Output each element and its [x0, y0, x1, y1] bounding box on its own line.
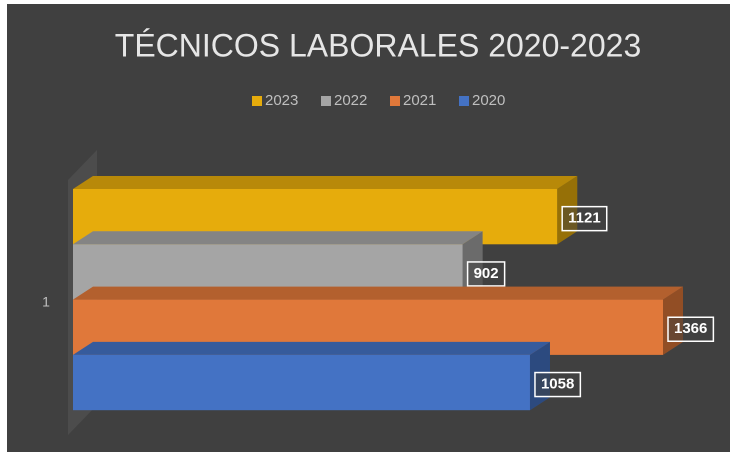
- legend-swatch: [252, 96, 262, 106]
- data-label: 1058: [541, 376, 574, 393]
- data-label-box: [667, 316, 715, 342]
- legend-label: 2020: [472, 92, 505, 109]
- bar-top-shade: [73, 286, 683, 300]
- bar-top-shade: [73, 341, 550, 355]
- bar-top: [73, 231, 483, 245]
- legend-swatch: [390, 96, 400, 106]
- bar-top: [73, 341, 550, 355]
- data-label: 902: [474, 265, 499, 282]
- bar-top-shade: [73, 176, 578, 189]
- legend-swatch: [459, 96, 469, 106]
- category-label: 1: [42, 294, 50, 310]
- bar-top: [73, 176, 578, 189]
- legend-swatch: [321, 96, 331, 106]
- legend-label: 2023: [265, 92, 298, 109]
- data-label-box: [561, 205, 608, 232]
- legend-label: 2022: [334, 92, 367, 109]
- bar-front: [73, 354, 530, 411]
- chart-title: TÉCNICOS LABORALES 2020-2023: [115, 27, 641, 63]
- data-label-box: [466, 261, 506, 287]
- data-label: 1366: [674, 320, 707, 337]
- data-label-box: [534, 371, 582, 398]
- legend-label: 2021: [403, 92, 436, 109]
- data-label: 1121: [568, 210, 601, 227]
- bar-top: [73, 286, 683, 300]
- bar-top-shade: [73, 231, 483, 245]
- bar: [73, 341, 550, 411]
